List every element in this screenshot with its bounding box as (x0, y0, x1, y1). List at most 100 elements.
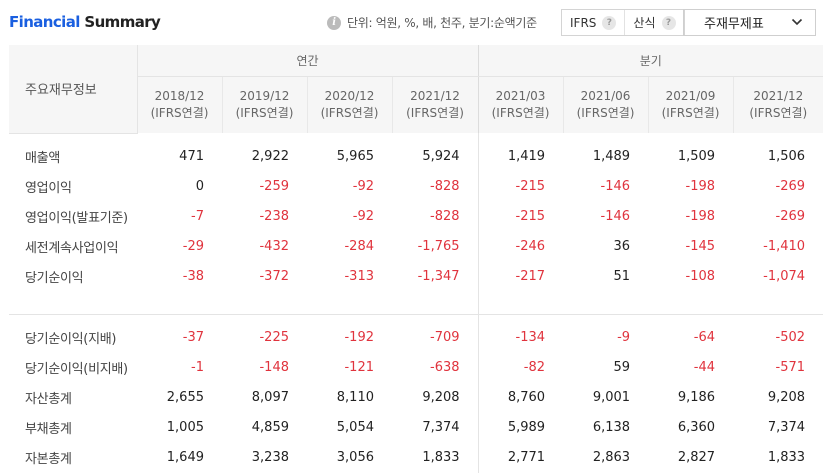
value-cell: -709 (430, 330, 460, 345)
value-cell: -225 (259, 330, 289, 345)
value-cell: 1,005 (166, 420, 204, 435)
quarter-group-header: 분기 (477, 45, 823, 77)
value-cell: 5,924 (422, 149, 460, 164)
value-cell: 1,833 (422, 450, 460, 465)
value-cell: 59 (613, 360, 631, 375)
value-cell: 1,509 (677, 149, 716, 164)
help-icon[interactable]: ? (602, 15, 617, 30)
period-date: 2020/12 (324, 89, 375, 103)
value-cell: -9 (617, 330, 631, 345)
row-label[interactable]: 영업이익 (25, 181, 72, 196)
value-cell: 9,208 (767, 390, 806, 405)
table-row: 당기순이익(비지배) -1 -148 -121 -638 -82 59 -44 -571 (9, 352, 823, 383)
period-date: 2018/12 (154, 89, 205, 103)
title-financial: Financial (9, 13, 80, 31)
value-cell: -198 (685, 209, 716, 224)
row-label[interactable]: 자산총계 (25, 392, 72, 407)
value-cell: 3,056 (336, 450, 374, 465)
value-cell: 8,110 (336, 390, 374, 405)
annual-group-header: 연간 (137, 45, 479, 77)
value-cell: 5,965 (336, 149, 374, 164)
value-cell: 471 (179, 149, 204, 164)
ifrs-button[interactable]: IFRS ? (562, 10, 624, 35)
period-date: 2019/12 (239, 89, 290, 103)
table-row: 당기순이익 -38 -372 -313 -1,347 -217 51 -108 -1,074 (9, 261, 823, 292)
value-cell: 9,208 (422, 390, 460, 405)
value-cell: -284 (344, 239, 374, 254)
row-label[interactable]: 세전계속사업이익 (25, 241, 119, 256)
value-cell: -1,347 (417, 269, 460, 284)
value-cell: 1,489 (592, 149, 631, 164)
value-cell: -92 (352, 209, 374, 224)
value-cell: -638 (430, 360, 460, 375)
value-cell: -828 (430, 209, 460, 224)
table-row: 영업이익(발표기준) -7 -238 -92 -828 -215 -146 -198 -269 (9, 201, 823, 232)
period-basis: (IFRS연결) (576, 106, 635, 120)
page-title: Financial Summary (9, 13, 161, 31)
value-cell: -1,765 (417, 239, 460, 254)
value-cell: -372 (259, 269, 289, 284)
value-cell: -246 (477, 231, 564, 262)
period-header: 2019/12 (IFRS연결) (221, 76, 307, 133)
row-label[interactable]: 매출액 (25, 151, 60, 166)
value-cell: -92 (352, 179, 374, 194)
value-cell: -82 (477, 352, 564, 383)
value-cell: -134 (477, 322, 564, 353)
value-cell: 6,138 (592, 420, 631, 435)
table-row: 자본총계 1,649 3,238 3,056 1,833 2,771 2,863 2,827 1… (9, 442, 823, 473)
table-row: 세전계속사업이익 -29 -432 -284 -1,765 -246 36 -145 -1,41… (9, 231, 823, 262)
value-cell: -29 (182, 239, 204, 254)
value-cell: -1 (191, 360, 204, 375)
value-cell: 2,922 (251, 149, 289, 164)
period-date: 2021/03 (495, 89, 546, 103)
row-label[interactable]: 부채총계 (25, 422, 72, 437)
table-row: 매출액 471 2,922 5,965 5,924 1,419 1,489 1,509 1,50… (9, 141, 823, 172)
value-cell: 5,989 (477, 412, 564, 443)
period-header: 2021/03 (IFRS연결) (477, 76, 564, 133)
value-cell: -7 (191, 209, 204, 224)
value-cell: 1,506 (767, 149, 806, 164)
value-cell: -571 (775, 360, 806, 375)
value-cell: -44 (693, 360, 716, 375)
value-cell: -146 (600, 209, 631, 224)
value-cell: -217 (477, 261, 564, 292)
statement-type-dropdown[interactable]: 주재무제표 (683, 9, 816, 36)
row-label[interactable]: 당기순이익(지배) (25, 332, 117, 347)
help-icon[interactable]: ? (661, 15, 676, 30)
value-cell: -148 (259, 360, 289, 375)
value-cell: 2,863 (592, 450, 631, 465)
standard-toggle-group: IFRS ? 산식 ? (561, 9, 685, 36)
value-cell: 1,649 (166, 450, 204, 465)
dropdown-value: 주재무제표 (704, 17, 764, 32)
value-cell: -1,410 (763, 239, 806, 254)
chevron-down-icon (791, 18, 803, 26)
value-cell: 4,859 (251, 420, 289, 435)
value-cell: -38 (182, 269, 204, 284)
period-basis: (IFRS연결) (661, 106, 720, 120)
period-header: 2021/06 (IFRS연결) (562, 76, 649, 133)
value-cell: 51 (613, 269, 631, 284)
period-header: 2021/09 (IFRS연결) (647, 76, 734, 133)
row-label[interactable]: 당기순이익 (25, 271, 84, 286)
value-cell: -145 (685, 239, 716, 254)
value-cell: 2,827 (677, 450, 716, 465)
value-cell: -198 (685, 179, 716, 194)
row-label[interactable]: 당기순이익(비지배) (25, 362, 128, 377)
row-label[interactable]: 영업이익(발표기준) (25, 211, 128, 226)
table-row: 자산총계 2,655 8,097 8,110 9,208 8,760 9,001 9,186 9… (9, 382, 823, 413)
value-cell: -828 (430, 179, 460, 194)
value-cell: -64 (693, 330, 716, 345)
table-row: 당기순이익(지배) -37 -225 -192 -709 -134 -9 -64 -502 (9, 322, 823, 353)
value-cell: 1,419 (477, 141, 564, 172)
value-cell: 2,771 (477, 442, 564, 473)
formula-button[interactable]: 산식 ? (624, 10, 683, 35)
period-basis: (IFRS연결) (491, 106, 550, 120)
period-basis: (IFRS연결) (749, 106, 808, 120)
table-row: 부채총계 1,005 4,859 5,054 7,374 5,989 6,138 6,360 7… (9, 412, 823, 443)
row-label[interactable]: 자본총계 (25, 452, 72, 467)
info-icon[interactable]: i (327, 15, 341, 30)
title-summary: Summary (84, 13, 161, 31)
value-cell: 36 (613, 239, 631, 254)
value-cell: -432 (259, 239, 289, 254)
unit-text: 단위: 억원, %, 배, 천주, 분기:순액기준 (347, 16, 537, 30)
